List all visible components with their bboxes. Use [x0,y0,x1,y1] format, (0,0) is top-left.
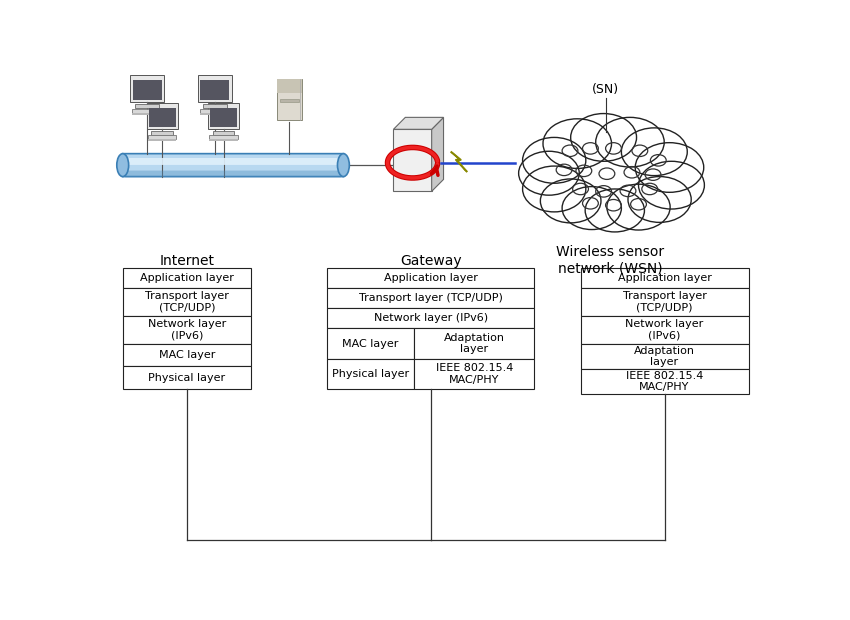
Text: Network layer
(IPv6): Network layer (IPv6) [626,319,704,340]
Text: Transport layer
(TCP/UDP): Transport layer (TCP/UDP) [622,291,706,312]
Circle shape [628,177,691,223]
Bar [394,130,432,192]
Ellipse shape [116,154,128,177]
Bar [327,359,414,389]
Text: Gateway: Gateway [400,254,462,268]
Text: Adaptation
layer: Adaptation layer [634,345,695,367]
Text: Adaptation
layer: Adaptation layer [444,333,505,355]
Circle shape [541,179,601,223]
Bar [200,109,230,113]
FancyBboxPatch shape [125,170,342,177]
Bar [122,343,252,366]
Bar [209,139,238,141]
Circle shape [523,138,586,184]
Bar [581,369,749,394]
Text: Physical layer: Physical layer [332,369,409,379]
Text: Application layer: Application layer [383,273,478,283]
Bar [581,268,749,288]
FancyBboxPatch shape [125,158,342,165]
Bar [132,109,162,113]
Bar [146,104,178,129]
Text: (SN): (SN) [592,83,619,96]
Ellipse shape [337,154,349,177]
Bar [132,113,162,115]
Bar [327,268,535,288]
Bar [209,135,238,140]
Text: MAC layer: MAC layer [159,350,215,360]
Bar [200,113,230,115]
Polygon shape [432,117,444,192]
Bar [581,288,749,316]
Bar [148,139,176,141]
Circle shape [562,187,621,229]
Text: Internet: Internet [160,254,214,268]
Bar [133,80,162,100]
Bar [327,329,414,359]
Bar [130,74,164,102]
FancyBboxPatch shape [122,154,343,177]
Bar [210,108,237,127]
Bar [276,79,302,120]
Polygon shape [451,153,467,171]
Circle shape [518,151,579,195]
Circle shape [635,143,704,192]
Bar [201,80,230,100]
Text: IEEE 802.15.4
MAC/PHY: IEEE 802.15.4 MAC/PHY [435,363,513,385]
Polygon shape [394,117,444,130]
Bar [148,135,176,140]
Circle shape [543,119,611,169]
Text: Application layer: Application layer [140,273,234,283]
Circle shape [638,161,705,209]
Bar [276,79,302,93]
Text: Transport layer (TCP/UDP): Transport layer (TCP/UDP) [359,293,502,303]
Bar [212,131,235,135]
Bar [203,104,227,108]
Bar [280,99,299,102]
Bar [414,329,535,359]
Circle shape [585,189,644,232]
Bar [327,308,535,329]
Text: Network layer (IPv6): Network layer (IPv6) [374,313,488,324]
Bar [581,316,749,343]
Text: Physical layer: Physical layer [149,373,225,383]
Bar [581,343,749,369]
Bar [122,288,252,316]
Text: Transport layer
(TCP/UDP): Transport layer (TCP/UDP) [145,291,229,312]
Bar [208,104,239,129]
Bar [122,366,252,389]
Bar [151,131,173,135]
Circle shape [523,166,586,212]
Circle shape [621,128,688,175]
Text: IEEE 802.15.4
MAC/PHY: IEEE 802.15.4 MAC/PHY [626,371,703,392]
Circle shape [607,184,670,230]
Text: Wireless sensor
network (WSN): Wireless sensor network (WSN) [556,246,664,276]
Circle shape [570,113,637,161]
Bar [414,359,535,389]
Circle shape [596,117,664,167]
Bar [122,268,252,288]
Bar [149,108,176,127]
Text: MAC layer: MAC layer [343,339,399,348]
Text: Application layer: Application layer [618,273,711,283]
Bar [327,288,535,308]
Bar [198,74,232,102]
Bar [122,316,252,343]
Text: Network layer
(IPv6): Network layer (IPv6) [148,319,226,340]
Bar [135,104,159,108]
